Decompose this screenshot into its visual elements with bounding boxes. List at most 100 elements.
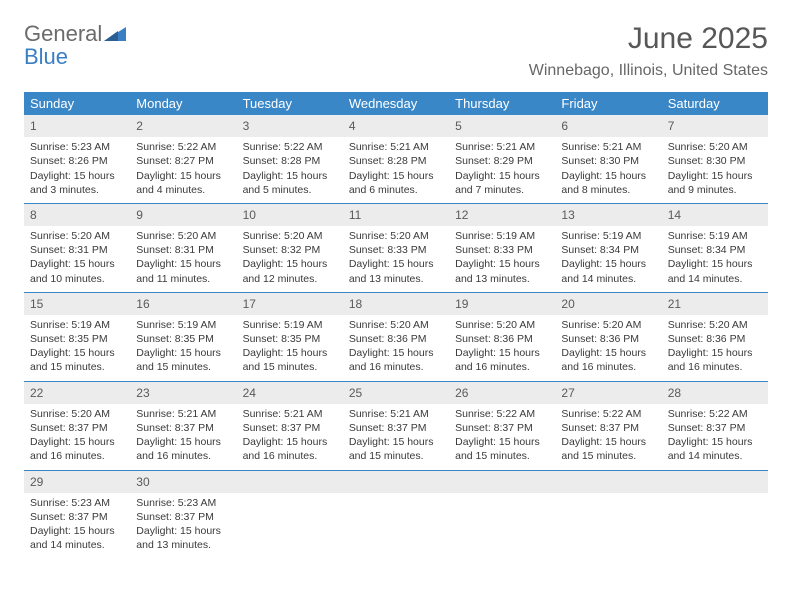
day-body: Sunrise: 5:21 AMSunset: 8:37 PMDaylight:… — [343, 407, 449, 464]
sunrise-line: Sunrise: 5:21 AM — [243, 407, 337, 421]
sunset-line: Sunset: 8:28 PM — [243, 154, 337, 168]
sunset-line: Sunset: 8:37 PM — [668, 421, 762, 435]
calendar-day-cell: 12Sunrise: 5:19 AMSunset: 8:33 PMDayligh… — [449, 204, 555, 292]
calendar-empty-cell — [449, 471, 555, 559]
calendar-day-cell: 28Sunrise: 5:22 AMSunset: 8:37 PMDayligh… — [662, 382, 768, 470]
day-body: Sunrise: 5:19 AMSunset: 8:35 PMDaylight:… — [24, 318, 130, 375]
sunset-line: Sunset: 8:34 PM — [668, 243, 762, 257]
daylight-line: Daylight: 15 hours and 3 minutes. — [30, 169, 124, 197]
daylight-line: Daylight: 15 hours and 12 minutes. — [243, 257, 337, 285]
day-body: Sunrise: 5:20 AMSunset: 8:31 PMDaylight:… — [24, 229, 130, 286]
day-number — [237, 471, 343, 493]
sunrise-line: Sunrise: 5:20 AM — [243, 229, 337, 243]
day-number: 29 — [24, 471, 130, 493]
sunset-line: Sunset: 8:26 PM — [30, 154, 124, 168]
day-number: 19 — [449, 293, 555, 315]
daylight-line: Daylight: 15 hours and 15 minutes. — [455, 435, 549, 463]
day-number: 27 — [555, 382, 661, 404]
day-body: Sunrise: 5:22 AMSunset: 8:37 PMDaylight:… — [555, 407, 661, 464]
sunrise-line: Sunrise: 5:20 AM — [349, 229, 443, 243]
dow-header-cell: Sunday — [24, 92, 130, 115]
sunrise-line: Sunrise: 5:20 AM — [668, 140, 762, 154]
sunset-line: Sunset: 8:33 PM — [455, 243, 549, 257]
day-number — [343, 471, 449, 493]
sunset-line: Sunset: 8:37 PM — [349, 421, 443, 435]
calendar-day-cell: 8Sunrise: 5:20 AMSunset: 8:31 PMDaylight… — [24, 204, 130, 292]
day-number: 10 — [237, 204, 343, 226]
day-body — [449, 496, 555, 546]
daylight-line: Daylight: 15 hours and 16 minutes. — [243, 435, 337, 463]
sunset-line: Sunset: 8:35 PM — [136, 332, 230, 346]
calendar-day-cell: 14Sunrise: 5:19 AMSunset: 8:34 PMDayligh… — [662, 204, 768, 292]
sunrise-line: Sunrise: 5:21 AM — [561, 140, 655, 154]
calendar-empty-cell — [343, 471, 449, 559]
sunrise-line: Sunrise: 5:19 AM — [561, 229, 655, 243]
calendar-week-row: 15Sunrise: 5:19 AMSunset: 8:35 PMDayligh… — [24, 293, 768, 382]
sunrise-line: Sunrise: 5:20 AM — [455, 318, 549, 332]
day-body: Sunrise: 5:20 AMSunset: 8:36 PMDaylight:… — [555, 318, 661, 375]
daylight-line: Daylight: 15 hours and 15 minutes. — [561, 435, 655, 463]
day-body: Sunrise: 5:20 AMSunset: 8:33 PMDaylight:… — [343, 229, 449, 286]
day-number: 9 — [130, 204, 236, 226]
day-number: 1 — [24, 115, 130, 137]
day-body: Sunrise: 5:22 AMSunset: 8:27 PMDaylight:… — [130, 140, 236, 197]
day-body — [237, 496, 343, 546]
daylight-line: Daylight: 15 hours and 15 minutes. — [349, 435, 443, 463]
calendar-day-cell: 7Sunrise: 5:20 AMSunset: 8:30 PMDaylight… — [662, 115, 768, 203]
day-body: Sunrise: 5:19 AMSunset: 8:35 PMDaylight:… — [130, 318, 236, 375]
calendar-day-cell: 18Sunrise: 5:20 AMSunset: 8:36 PMDayligh… — [343, 293, 449, 381]
calendar-day-cell: 16Sunrise: 5:19 AMSunset: 8:35 PMDayligh… — [130, 293, 236, 381]
day-number: 12 — [449, 204, 555, 226]
day-number: 14 — [662, 204, 768, 226]
sunset-line: Sunset: 8:28 PM — [349, 154, 443, 168]
sunset-line: Sunset: 8:31 PM — [30, 243, 124, 257]
sunset-line: Sunset: 8:37 PM — [455, 421, 549, 435]
day-number — [555, 471, 661, 493]
sunrise-line: Sunrise: 5:21 AM — [349, 407, 443, 421]
day-body: Sunrise: 5:20 AMSunset: 8:37 PMDaylight:… — [24, 407, 130, 464]
daylight-line: Daylight: 15 hours and 15 minutes. — [136, 346, 230, 374]
sunrise-line: Sunrise: 5:22 AM — [243, 140, 337, 154]
month-title: June 2025 — [529, 22, 768, 56]
day-number: 3 — [237, 115, 343, 137]
sunset-line: Sunset: 8:27 PM — [136, 154, 230, 168]
calendar-day-cell: 5Sunrise: 5:21 AMSunset: 8:29 PMDaylight… — [449, 115, 555, 203]
day-number: 2 — [130, 115, 236, 137]
sunset-line: Sunset: 8:34 PM — [561, 243, 655, 257]
day-body: Sunrise: 5:21 AMSunset: 8:30 PMDaylight:… — [555, 140, 661, 197]
sunset-line: Sunset: 8:37 PM — [136, 421, 230, 435]
day-number: 26 — [449, 382, 555, 404]
calendar-day-cell: 3Sunrise: 5:22 AMSunset: 8:28 PMDaylight… — [237, 115, 343, 203]
day-number: 23 — [130, 382, 236, 404]
logo-word-2: Blue — [24, 44, 68, 69]
sunrise-line: Sunrise: 5:22 AM — [455, 407, 549, 421]
calendar-day-cell: 4Sunrise: 5:21 AMSunset: 8:28 PMDaylight… — [343, 115, 449, 203]
day-body: Sunrise: 5:22 AMSunset: 8:37 PMDaylight:… — [449, 407, 555, 464]
day-body: Sunrise: 5:23 AMSunset: 8:37 PMDaylight:… — [24, 496, 130, 553]
day-number: 4 — [343, 115, 449, 137]
calendar-empty-cell — [555, 471, 661, 559]
day-number: 6 — [555, 115, 661, 137]
sunset-line: Sunset: 8:35 PM — [30, 332, 124, 346]
daylight-line: Daylight: 15 hours and 16 minutes. — [30, 435, 124, 463]
sunset-line: Sunset: 8:35 PM — [243, 332, 337, 346]
day-body: Sunrise: 5:20 AMSunset: 8:36 PMDaylight:… — [343, 318, 449, 375]
day-of-week-header-row: SundayMondayTuesdayWednesdayThursdayFrid… — [24, 92, 768, 115]
daylight-line: Daylight: 15 hours and 14 minutes. — [668, 257, 762, 285]
day-body: Sunrise: 5:19 AMSunset: 8:35 PMDaylight:… — [237, 318, 343, 375]
logo-triangle-icon — [104, 21, 126, 46]
daylight-line: Daylight: 15 hours and 14 minutes. — [668, 435, 762, 463]
day-body: Sunrise: 5:21 AMSunset: 8:29 PMDaylight:… — [449, 140, 555, 197]
day-number: 25 — [343, 382, 449, 404]
sunrise-line: Sunrise: 5:19 AM — [243, 318, 337, 332]
daylight-line: Daylight: 15 hours and 16 minutes. — [349, 346, 443, 374]
day-number: 20 — [555, 293, 661, 315]
daylight-line: Daylight: 15 hours and 4 minutes. — [136, 169, 230, 197]
sunset-line: Sunset: 8:36 PM — [349, 332, 443, 346]
sunset-line: Sunset: 8:36 PM — [668, 332, 762, 346]
calendar-day-cell: 13Sunrise: 5:19 AMSunset: 8:34 PMDayligh… — [555, 204, 661, 292]
calendar-day-cell: 17Sunrise: 5:19 AMSunset: 8:35 PMDayligh… — [237, 293, 343, 381]
daylight-line: Daylight: 15 hours and 10 minutes. — [30, 257, 124, 285]
header: General Blue June 2025 Winnebago, Illino… — [24, 22, 768, 80]
sunset-line: Sunset: 8:36 PM — [561, 332, 655, 346]
